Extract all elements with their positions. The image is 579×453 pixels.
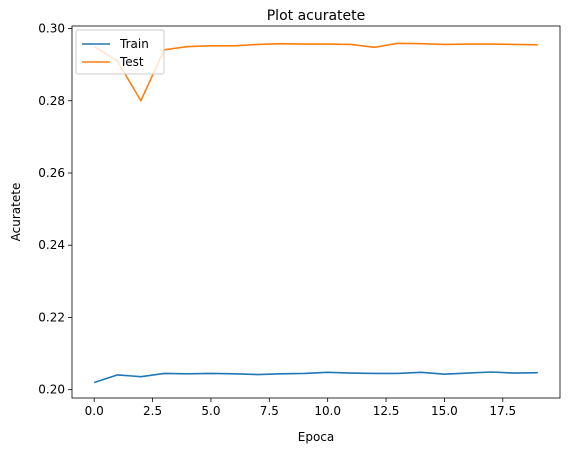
legend-label-test: Test xyxy=(119,55,144,69)
x-tick-label: 10.0 xyxy=(314,404,341,418)
legend-items: Train Test xyxy=(82,37,149,69)
x-tick-label: 12.5 xyxy=(373,404,400,418)
plot-frame xyxy=(71,25,561,399)
x-axis-title: Epoca xyxy=(298,430,335,444)
chart-title: Plot acuratete xyxy=(267,8,366,24)
plot-area xyxy=(71,25,561,399)
y-tick-label: 0.22 xyxy=(38,310,65,324)
y-tick-label: 0.20 xyxy=(38,383,65,397)
series-line-train xyxy=(93,371,538,384)
y-tick-label: 0.24 xyxy=(38,238,65,252)
y-axis: 0.20 0.22 0.24 0.26 0.28 0.30 xyxy=(38,22,72,397)
x-tick-label: 17.5 xyxy=(489,404,516,418)
y-axis-title: Acuratete xyxy=(9,183,23,242)
x-tick-label: 2.5 xyxy=(143,404,162,418)
x-tick-label: 5.0 xyxy=(201,404,220,418)
y-tick-label: 0.26 xyxy=(38,166,65,180)
x-tick-label: 0.0 xyxy=(85,404,104,418)
series-layer xyxy=(93,42,538,384)
legend: Train Test xyxy=(75,29,165,75)
x-tick-label: 7.5 xyxy=(260,404,279,418)
y-tick-label: 0.30 xyxy=(38,22,65,36)
y-tick-label: 0.28 xyxy=(38,94,65,108)
x-axis: 0.0 2.5 5.0 7.5 10.0 12.5 15.0 17.5 xyxy=(85,398,516,418)
legend-label-train: Train xyxy=(119,37,149,51)
series-line-test xyxy=(93,42,538,102)
x-tick-label: 15.0 xyxy=(431,404,458,418)
legend-box xyxy=(75,29,165,75)
